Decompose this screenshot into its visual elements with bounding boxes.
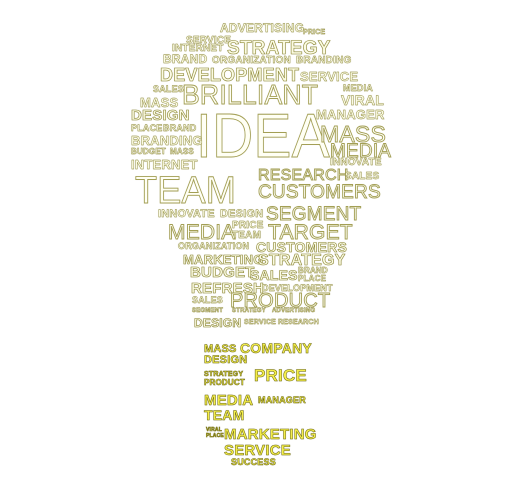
word-research: RESEARCH <box>278 319 319 326</box>
word-media: MEDIA <box>204 392 254 409</box>
word-viral: VIRAL <box>341 92 384 108</box>
word-team: TEAM <box>232 230 262 241</box>
word-refresh: REFRESH <box>191 280 265 297</box>
word-advertising: ADVERTISING <box>220 21 305 35</box>
word-marketing: MARKETING <box>224 426 317 443</box>
word-segment: SEGMENT <box>192 308 224 314</box>
word-budget: BUDGET <box>131 147 166 156</box>
word-design: DESIGN <box>204 354 248 366</box>
word-brand: BRAND <box>163 52 208 66</box>
word-price: PRICE <box>303 29 326 36</box>
word-media: MEDIA <box>168 221 236 244</box>
word-research: RESEARCH <box>258 167 349 184</box>
word-organization: ORGANIZATION <box>212 55 291 66</box>
word-brilliant: BRILLIANT <box>182 79 319 110</box>
word-customers: CUSTOMERS <box>256 239 347 255</box>
word-organization: ORGANIZATION <box>178 241 250 251</box>
word-success: SUCCESS <box>231 457 276 467</box>
word-mass: MASS <box>320 121 387 147</box>
word-service: SERVICE <box>186 35 232 46</box>
word-place: PLACE <box>298 274 327 283</box>
word-team: TEAM <box>204 407 245 423</box>
word-internet: INTERNET <box>131 157 198 172</box>
word-brand: BRAND <box>298 266 328 275</box>
word-advertising: ADVERTISING <box>272 308 316 314</box>
word-innovate: INNOVATE <box>158 208 215 220</box>
word-service: SERVICE <box>244 319 277 326</box>
word-place: PLACE <box>206 433 224 439</box>
word-design: DESIGN <box>131 107 190 124</box>
word-viral: VIRAL <box>206 427 222 433</box>
word-design: DESIGN <box>194 316 242 330</box>
word-sales: SALES <box>345 171 380 182</box>
word-place: PLACE <box>131 123 163 133</box>
word-strategy: STRATEGY <box>204 371 244 379</box>
word-sales: SALES <box>250 267 298 283</box>
word-strategy: STRATEGY <box>232 308 266 314</box>
word-budget: BUDGET <box>190 264 255 281</box>
word-manager: MANAGER <box>316 107 385 122</box>
word-segment: SEGMENT <box>266 204 362 225</box>
word-team: TEAM <box>135 170 237 212</box>
word-mass: MASS <box>204 343 237 355</box>
word-development: DEVELOPMENT <box>262 283 333 293</box>
word-sales: SALES <box>153 84 185 94</box>
word-target: TARGET <box>268 221 354 244</box>
word-service: SERVICE <box>300 69 359 84</box>
word-mass: MASS <box>140 95 179 110</box>
word-idea: IDEA <box>196 102 331 171</box>
word-innovate: INNOVATE <box>330 157 382 168</box>
word-price: PRICE <box>254 366 307 385</box>
word-brand: BRAND <box>163 123 197 133</box>
word-branding: BRANDING <box>131 133 203 148</box>
word-customers: CUSTOMERS <box>258 182 382 203</box>
word-sales: SALES <box>192 295 224 305</box>
word-internet: INTERNET <box>172 43 224 54</box>
word-company: COMPANY <box>240 340 312 356</box>
word-price: PRICE <box>232 220 264 231</box>
word-strategy: STRATEGY <box>258 252 346 269</box>
word-mass: MASS <box>170 147 194 156</box>
word-product: PRODUCT <box>204 378 245 387</box>
word-design: DESIGN <box>220 208 264 220</box>
word-marketing: MARKETING <box>183 252 264 267</box>
word-development: DEVELOPMENT <box>160 65 300 85</box>
word-branding: BRANDING <box>296 55 352 66</box>
word-product: PRODUCT <box>230 290 331 312</box>
word-manager: MANAGER <box>258 395 306 405</box>
word-media: MEDIA <box>330 141 392 162</box>
word-service: SERVICE <box>224 442 291 459</box>
word-media: MEDIA <box>343 83 373 93</box>
word-strategy: STRATEGY <box>227 38 331 59</box>
